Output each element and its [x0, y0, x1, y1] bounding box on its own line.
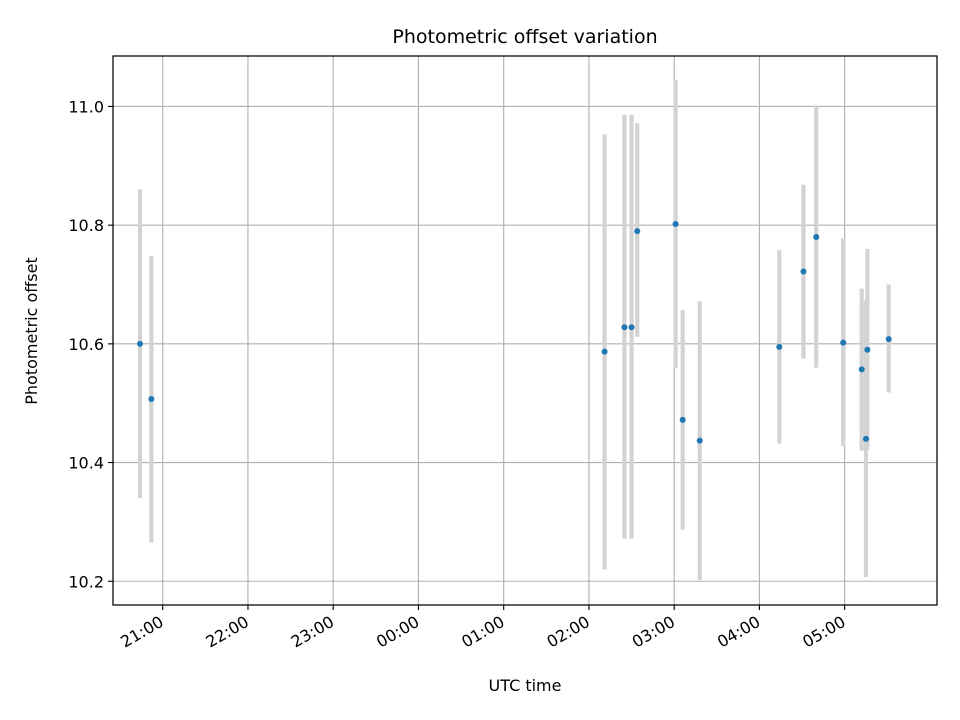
data-point — [885, 336, 892, 343]
data-point — [696, 437, 703, 444]
y-tick-label: 11.0 — [68, 97, 104, 116]
data-point — [148, 396, 155, 403]
errorbar-layer — [137, 79, 891, 581]
x-tick-label: 03:00 — [629, 612, 678, 652]
data-point — [136, 340, 143, 347]
x-axis-title: UTC time — [489, 676, 562, 695]
x-tick-label: 05:00 — [799, 612, 848, 652]
data-point — [840, 339, 847, 346]
x-tick-label: 01:00 — [458, 612, 507, 652]
data-point — [628, 324, 635, 331]
data-point — [634, 228, 641, 235]
data-point — [601, 348, 608, 355]
data-point — [858, 366, 865, 373]
y-axis-title: Photometric offset — [22, 257, 41, 405]
plot-frame — [112, 55, 938, 606]
x-tick-label: 02:00 — [543, 612, 592, 652]
x-tick-label: 00:00 — [373, 612, 422, 652]
x-tick-label: 23:00 — [288, 612, 337, 652]
y-tick-label: 10.8 — [68, 216, 104, 235]
y-tick-label: 10.2 — [68, 572, 104, 591]
data-point — [800, 268, 807, 275]
y-tick-label: 10.6 — [68, 335, 104, 354]
chart-title: Photometric offset variation — [392, 26, 657, 48]
tick-layer: 21:00 22:00 23:00 00:00 01:00 02:00 03:00 04:00… — [68, 97, 848, 651]
data-point — [679, 416, 686, 423]
x-tick-label: 21:00 — [117, 612, 166, 652]
data-point — [864, 346, 871, 353]
x-tick-label: 04:00 — [714, 612, 763, 652]
point-layer — [136, 220, 892, 444]
data-point — [672, 220, 679, 227]
grid-layer — [113, 56, 937, 605]
data-point — [862, 435, 869, 442]
y-tick-label: 10.4 — [68, 454, 104, 473]
x-tick-label: 22:00 — [203, 612, 252, 652]
data-point — [813, 234, 820, 241]
data-point — [621, 324, 628, 331]
data-point — [776, 343, 783, 350]
